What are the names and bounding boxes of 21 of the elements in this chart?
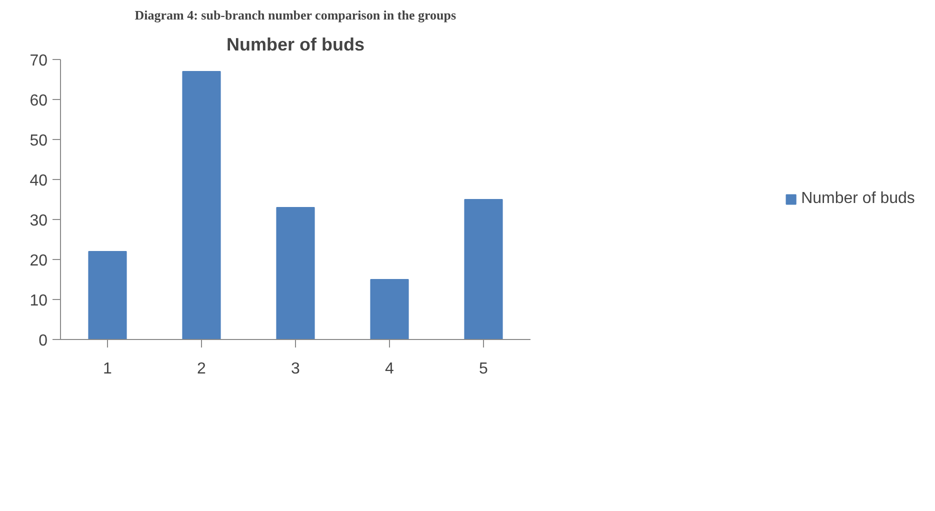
y-tick-label: 0 [38,332,48,350]
y-tick-label: 50 [30,132,48,150]
bar [88,251,127,340]
bar [464,199,503,340]
x-tick-label: 3 [291,360,300,378]
y-tick-label: 40 [30,172,48,190]
bar [182,71,221,340]
text: Diagram 4: sub-branch number comparison in the groups [134,8,456,22]
y-tick-label: 70 [30,52,48,70]
x-tick-label: 5 [479,360,488,378]
x-tick-label: 4 [385,360,394,378]
chart-title: Number of buds [226,34,364,54]
bar [276,207,315,340]
legend-label: Number of buds [801,190,915,208]
y-tick-label: 30 [30,212,48,230]
x-tick-label: 1 [103,360,112,378]
x-tick-label: 2 [197,360,206,378]
bar [370,279,409,340]
y-tick-label: 20 [30,252,48,270]
y-tick-label: 60 [30,92,48,110]
y-tick-label: 10 [30,292,48,310]
